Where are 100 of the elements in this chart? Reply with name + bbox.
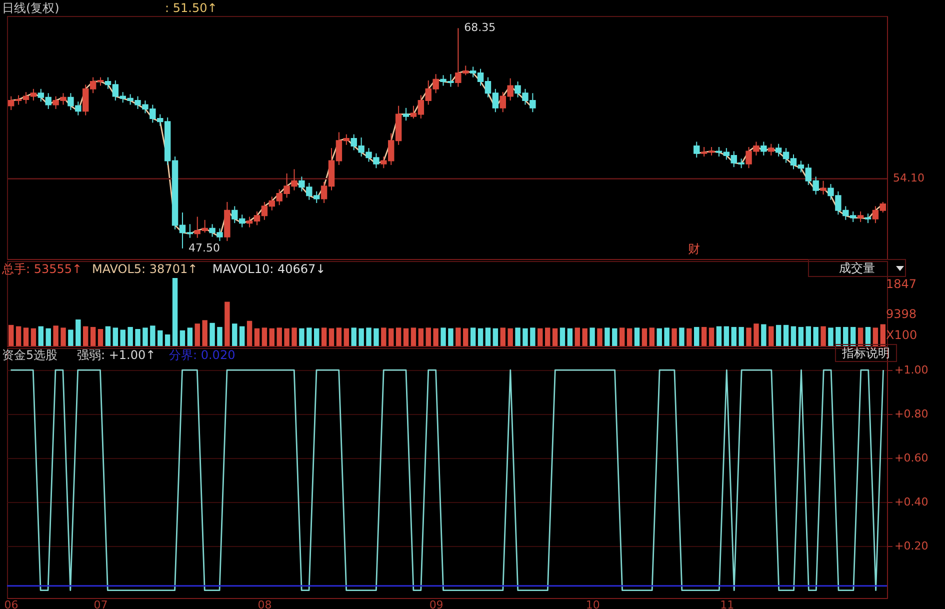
text: 总手: 53555↑	[2, 262, 82, 276]
bar	[724, 326, 730, 346]
bar	[798, 326, 804, 346]
bar	[38, 326, 44, 346]
annotation: 9398	[886, 307, 917, 321]
x-tick-label: 11	[720, 598, 734, 609]
bar	[642, 328, 648, 346]
bar	[679, 328, 684, 346]
bar	[246, 320, 252, 346]
bar	[813, 326, 818, 346]
bar	[530, 328, 536, 346]
bar	[776, 324, 782, 346]
y-tick-label: +1.00	[894, 364, 928, 377]
bar	[351, 328, 356, 346]
bar	[418, 328, 424, 346]
bar	[538, 328, 543, 346]
bar	[60, 328, 66, 346]
bar	[217, 326, 222, 346]
bar	[790, 326, 796, 346]
bar	[381, 328, 386, 346]
bar	[872, 328, 878, 346]
bar	[626, 328, 632, 346]
bar	[366, 328, 372, 346]
bar	[508, 328, 513, 346]
bar	[694, 326, 700, 346]
bar	[708, 328, 714, 346]
bar	[634, 328, 640, 346]
bar	[180, 330, 186, 346]
bar	[492, 328, 498, 346]
bar	[306, 328, 312, 346]
bar	[612, 328, 618, 346]
bar	[128, 326, 133, 346]
bar	[456, 328, 461, 346]
bar	[544, 328, 550, 346]
bar	[656, 328, 662, 346]
y-tick-label: +0.40	[894, 496, 928, 509]
text: MAVOL10: 40667↓	[212, 262, 326, 276]
bar	[843, 326, 848, 346]
bar	[194, 324, 200, 346]
bar	[470, 328, 476, 346]
bar	[210, 322, 215, 346]
bar	[410, 328, 416, 346]
chart-title: 日线(复权)	[2, 1, 60, 15]
bar	[158, 330, 163, 346]
bar	[783, 324, 789, 346]
bar	[299, 328, 304, 346]
bar	[485, 328, 491, 346]
bar	[83, 326, 88, 346]
bar	[90, 326, 96, 346]
bar	[500, 328, 506, 346]
annotation: 强弱: +1.00↑	[77, 348, 156, 362]
annotation: 分界: 0.020	[169, 348, 236, 362]
bar	[321, 328, 327, 346]
bar	[396, 328, 402, 346]
bar	[135, 329, 140, 346]
bar	[746, 328, 752, 346]
x-tick-label: 06	[4, 598, 18, 609]
bar	[701, 326, 707, 346]
bar	[120, 330, 126, 346]
bar	[463, 328, 468, 346]
bar	[515, 328, 520, 346]
annotation: 1847	[886, 277, 917, 291]
bar	[16, 326, 22, 346]
bar	[433, 328, 438, 346]
bar	[202, 320, 208, 346]
bar	[880, 324, 886, 346]
bar	[328, 328, 334, 346]
bar	[254, 328, 260, 346]
bar	[738, 326, 744, 346]
bar	[224, 302, 230, 346]
x-tick-label: 09	[429, 598, 444, 609]
x-tick-label: 08	[258, 598, 272, 609]
bar	[858, 328, 864, 346]
bar	[582, 328, 588, 346]
bar	[336, 328, 342, 346]
x-tick-label: 10	[586, 598, 600, 609]
bar	[754, 324, 759, 346]
bar	[768, 326, 774, 346]
bar	[276, 328, 282, 346]
ref-line-label: 54.10	[893, 172, 924, 185]
y-tick-label: +0.60	[894, 452, 928, 465]
y-tick-label: +0.80	[894, 408, 928, 421]
bar	[478, 328, 484, 346]
bar	[239, 326, 245, 346]
annotation: 财	[688, 242, 700, 256]
chart-subtitle: : 51.50↑	[165, 1, 218, 15]
bar	[597, 328, 602, 346]
bar	[150, 326, 156, 346]
x-tick-label: 07	[94, 598, 108, 609]
bar	[686, 328, 692, 346]
bar	[172, 278, 178, 346]
bar	[836, 326, 841, 346]
y-tick-label: +0.20	[894, 540, 928, 553]
text: MAVOL5: 38701↑	[92, 262, 198, 276]
bar	[358, 328, 364, 346]
bar	[112, 328, 118, 346]
bar	[262, 328, 268, 346]
bar	[76, 319, 81, 346]
bar	[649, 328, 655, 346]
bar	[850, 326, 856, 346]
